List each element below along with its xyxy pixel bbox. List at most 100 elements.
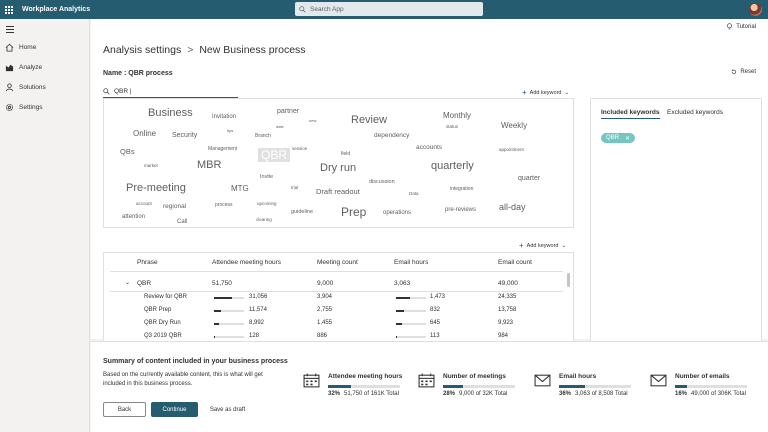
attendee-hours-cell: 31,056 xyxy=(249,294,268,300)
cloud-word[interactable]: field xyxy=(341,151,351,157)
cloud-word[interactable]: Security xyxy=(172,132,198,139)
email-count-cell: 9,923 xyxy=(498,320,514,326)
metric-attendee-hours: Attendee meeting hours 32% 51,750 of 161K… xyxy=(303,370,413,400)
sidebar-item-solutions[interactable]: Solutions xyxy=(0,80,90,94)
column-header[interactable]: Attendee meeting hours xyxy=(212,259,282,266)
metric-value: 36% 3,063 of 8,508 Total xyxy=(559,391,628,397)
email-hours-cell: 3,063 xyxy=(394,280,411,287)
mail-icon xyxy=(534,374,551,387)
add-keyword-button[interactable]: + Add keyword ⌄ xyxy=(522,88,569,97)
cloud-word[interactable]: Monthly xyxy=(443,111,472,120)
email-hours-cell: 1,473 xyxy=(430,294,446,300)
metric-progress-bar xyxy=(443,385,515,388)
cloud-word[interactable]: partner xyxy=(277,108,300,115)
attendee-hours-cell: 11,574 xyxy=(249,307,267,313)
metric-percent: 32% xyxy=(328,391,341,397)
cloud-word[interactable]: MBR xyxy=(197,159,222,171)
cloud-word[interactable]: Prep xyxy=(341,205,367,219)
cloud-word[interactable]: Online xyxy=(133,129,157,138)
cloud-word[interactable]: account xyxy=(136,201,152,206)
cloud-word[interactable]: session xyxy=(292,146,308,151)
cloud-word[interactable]: Business xyxy=(148,107,193,119)
cloud-word[interactable]: all-day xyxy=(499,202,526,212)
cloud-word[interactable]: dependency xyxy=(374,132,410,139)
table-scrollbar[interactable] xyxy=(567,273,570,287)
cloud-word[interactable]: new xyxy=(309,118,317,123)
back-button[interactable]: Back xyxy=(103,402,146,417)
cloud-word[interactable]: discussion xyxy=(369,179,395,185)
cloud-word-highlighted[interactable]: QBR xyxy=(258,148,291,162)
continue-button[interactable]: Continue xyxy=(151,402,198,417)
cloud-word[interactable]: quarter xyxy=(518,175,541,182)
cloud-word[interactable]: Pre-meeting xyxy=(126,182,186,194)
avatar[interactable] xyxy=(749,3,762,16)
breadcrumb-parent[interactable]: Analysis settings xyxy=(103,44,182,56)
metric-label: Number of emails xyxy=(675,373,730,380)
column-header[interactable]: Phrase xyxy=(137,259,158,266)
close-icon[interactable]: ✕ xyxy=(625,135,631,142)
sidebar-item-label: Settings xyxy=(19,103,43,111)
sidebar-item-settings[interactable]: Settings xyxy=(0,100,90,114)
cloud-word[interactable]: upcoming xyxy=(257,201,277,206)
cloud-word[interactable]: Review xyxy=(351,114,388,126)
email-count-cell: 24,335 xyxy=(498,294,517,300)
cloud-word[interactable]: Invite xyxy=(260,174,274,180)
cloud-word[interactable]: MTG xyxy=(231,184,249,193)
breadcrumb-separator: > xyxy=(187,44,194,56)
plus-icon: + xyxy=(522,88,527,97)
cloud-word[interactable]: date xyxy=(276,124,284,129)
chevron-down-icon: ⌄ xyxy=(561,242,567,249)
search-box[interactable]: Search App xyxy=(295,2,483,16)
cloud-word[interactable]: QBs xyxy=(120,147,135,156)
column-header[interactable]: Email hours xyxy=(394,259,429,266)
cloud-word[interactable]: clearing xyxy=(256,217,272,222)
cloud-word[interactable]: quarterly xyxy=(431,160,474,172)
save-draft-button[interactable]: Save as draft xyxy=(209,406,246,413)
metric-label: Number of meetings xyxy=(443,373,506,380)
hamburger-menu-icon[interactable] xyxy=(6,26,14,35)
cloud-word[interactable]: status xyxy=(446,124,459,129)
cloud-word[interactable]: Weekly xyxy=(501,121,528,130)
tab-included-keywords[interactable]: Included keywords xyxy=(601,109,660,119)
cloud-word[interactable]: accounts xyxy=(416,144,443,151)
calendar-icon xyxy=(418,373,435,388)
cloud-word[interactable]: pre-reviews xyxy=(445,207,477,213)
chevron-down-icon[interactable]: ⌄ xyxy=(125,280,131,286)
cloud-word[interactable]: Invitation xyxy=(212,114,237,120)
cloud-word[interactable]: attention xyxy=(122,214,146,220)
cloud-word[interactable]: Draft readout xyxy=(316,187,360,196)
cloud-word[interactable]: tips xyxy=(227,128,234,133)
cloud-word[interactable]: regional xyxy=(163,203,187,210)
keyword-chip[interactable]: QBR ✕ xyxy=(601,133,636,143)
cloud-word[interactable]: process xyxy=(215,202,233,208)
cloud-word[interactable]: Branch xyxy=(255,133,271,139)
cloud-word[interactable]: integration xyxy=(450,186,474,192)
sidebar-item-home[interactable]: Home xyxy=(0,40,90,54)
cloud-word[interactable]: market xyxy=(144,163,158,168)
cloud-word[interactable]: Call xyxy=(177,219,188,225)
summary-panel: Summary of content included in your busi… xyxy=(91,341,768,432)
metric-detail: 49,000 of 306K Total xyxy=(691,391,746,397)
tutorial-link[interactable]: Tutorial xyxy=(726,23,756,30)
app-launcher-button[interactable] xyxy=(0,0,18,19)
phrase-table: Phrase Attendee meeting hours Meeting co… xyxy=(103,252,574,342)
phrase-cell: Review for QBR xyxy=(144,294,188,300)
column-header[interactable]: Email count xyxy=(498,259,532,266)
column-header[interactable]: Meeting count xyxy=(317,259,358,266)
reset-button[interactable]: Reset xyxy=(731,69,756,75)
cloud-word[interactable]: Dry run xyxy=(320,162,357,174)
cloud-word[interactable]: appointment xyxy=(499,147,524,152)
cloud-word[interactable]: Data xyxy=(409,191,419,196)
calendar-icon xyxy=(303,373,320,388)
cloud-word[interactable]: trial xyxy=(291,185,299,190)
metric-detail: 3,063 of 8,508 Total xyxy=(575,391,628,397)
attendee-hours-bar xyxy=(214,323,244,325)
cloud-word[interactable]: guideline xyxy=(291,209,314,215)
cloud-word[interactable]: Management xyxy=(208,146,238,152)
tab-excluded-keywords[interactable]: Excluded keywords xyxy=(667,109,723,116)
keyword-search-input[interactable]: QBR | xyxy=(103,85,238,98)
add-keyword-button[interactable]: + Add keyword ⌄ xyxy=(519,241,566,250)
meeting-count-cell: 3,904 xyxy=(317,294,333,300)
sidebar-item-analyze[interactable]: Analyze xyxy=(0,60,90,74)
cloud-word[interactable]: operations xyxy=(383,210,412,216)
